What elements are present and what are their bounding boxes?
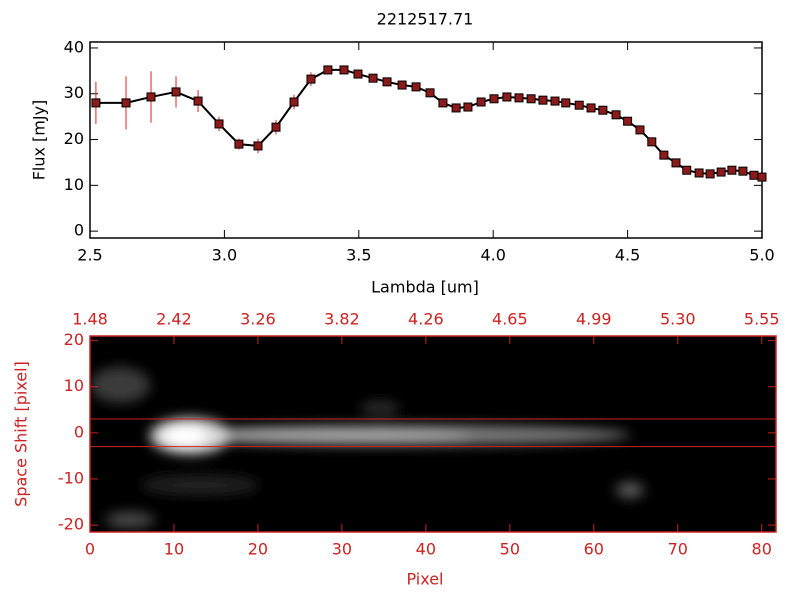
data-point [121, 98, 131, 108]
x-tick-label: 70 [668, 540, 688, 559]
data-point [438, 98, 448, 108]
y-axis-label: Flux [mJy] [30, 100, 49, 181]
x2-tick-label: 5.30 [660, 310, 696, 329]
data-point [339, 65, 349, 75]
data-point [271, 122, 281, 132]
data-point [550, 96, 560, 106]
y-tick-label: 0 [74, 422, 84, 441]
data-point [647, 137, 657, 147]
data-point [598, 105, 608, 115]
x-tick-label: 4.0 [480, 246, 505, 265]
y-tick-label: 10 [64, 175, 84, 194]
x2-tick-label: 2.42 [156, 310, 192, 329]
data-point [411, 82, 421, 92]
y-tick-label: 20 [64, 330, 84, 349]
data-point [705, 169, 715, 179]
x-tick-label: 30 [332, 540, 352, 559]
data-point [716, 167, 726, 177]
data-point [368, 73, 378, 83]
data-point [623, 116, 633, 126]
data-point [738, 166, 748, 176]
y-tick-label: 30 [64, 83, 84, 102]
data-point [727, 165, 737, 175]
data-point [526, 94, 536, 104]
y-tick-label: 0 [74, 221, 84, 240]
x2-tick-label: 3.82 [324, 310, 360, 329]
y-tick-label: -10 [58, 468, 84, 487]
data-point [397, 80, 407, 90]
plot-frame [89, 335, 777, 533]
x-tick-label: 40 [416, 540, 436, 559]
data-point [451, 103, 461, 113]
x-tick-label: 10 [164, 540, 184, 559]
data-point [659, 150, 669, 160]
x-tick-label: 0 [85, 540, 95, 559]
x-tick-label: 60 [584, 540, 604, 559]
y-tick-label: 40 [64, 37, 84, 56]
data-line [95, 68, 763, 179]
chart-title: 2212517.71 [377, 10, 474, 29]
x-tick-label: 3.5 [346, 246, 371, 265]
x2-tick-label: 4.65 [492, 310, 528, 329]
data-point [502, 92, 512, 102]
data-point [193, 96, 203, 106]
data-point [635, 125, 645, 135]
data-point [749, 170, 759, 180]
x2-tick-label: 4.99 [576, 310, 612, 329]
data-point [514, 93, 524, 103]
data-point [382, 77, 392, 87]
x2-tick-label: 1.48 [72, 310, 108, 329]
x-tick-label: 20 [248, 540, 268, 559]
data-point [574, 100, 584, 110]
y-axis-label: Space Shift [pixel] [12, 361, 31, 507]
x-tick-label: 50 [500, 540, 520, 559]
data-point [611, 110, 621, 120]
plot-frame [89, 41, 763, 239]
data-point [323, 65, 333, 75]
data-point [353, 69, 363, 79]
spectrum-image [90, 336, 776, 532]
data-point [538, 95, 548, 105]
x-axis-label: Pixel [406, 570, 443, 589]
x2-tick-label: 3.26 [240, 310, 276, 329]
data-point [146, 92, 156, 102]
data-point [425, 88, 435, 98]
data-point [489, 94, 499, 104]
data-point [694, 168, 704, 178]
x2-tick-label: 4.26 [408, 310, 444, 329]
data-point [306, 74, 316, 84]
data-point [214, 119, 224, 129]
x-tick-label: 80 [752, 540, 772, 559]
data-point [91, 98, 101, 108]
x-tick-label: 3.0 [212, 246, 237, 265]
data-point [476, 97, 486, 107]
data-point [463, 102, 473, 112]
data-point [289, 97, 299, 107]
data-point [757, 172, 767, 182]
data-point [253, 141, 263, 151]
x2-tick-label: 5.55 [744, 310, 780, 329]
x-tick-label: 2.5 [77, 246, 102, 265]
x-tick-label: 4.5 [615, 246, 640, 265]
x-tick-label: 5.0 [749, 246, 774, 265]
data-point [682, 165, 692, 175]
data-point [171, 87, 181, 97]
data-point [234, 139, 244, 149]
data-point [561, 98, 571, 108]
x-axis-label: Lambda [um] [371, 278, 479, 297]
data-point [671, 158, 681, 168]
data-point [586, 103, 596, 113]
y-tick-label: -20 [58, 515, 84, 534]
y-tick-label: 20 [64, 129, 84, 148]
y-tick-label: 10 [64, 376, 84, 395]
